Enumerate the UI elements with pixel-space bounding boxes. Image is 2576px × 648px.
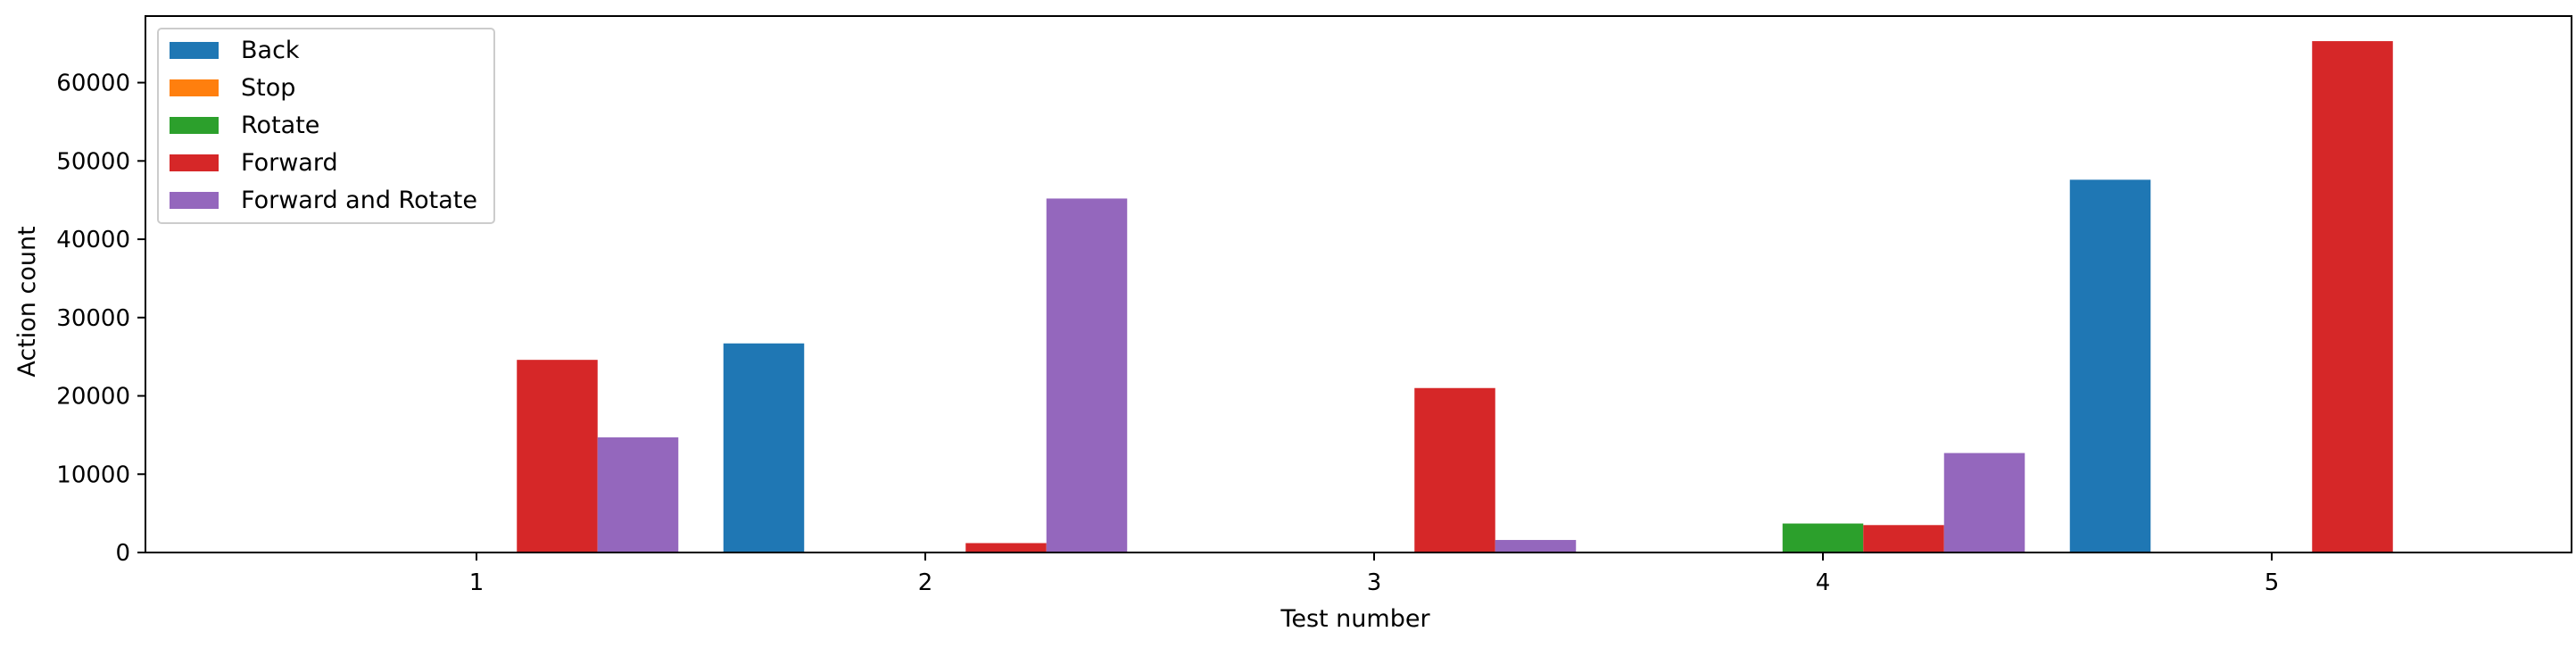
x-tick-label: 4 <box>1816 569 1831 596</box>
bar-forward-test-2 <box>965 543 1047 552</box>
bar-forward-and-rotate-test-4 <box>1943 453 2025 552</box>
axes-layer: 0 10000 20000 30000 40000 50000 60000 1 2 3 4 5 <box>56 15 2572 596</box>
x-tick-label: 5 <box>2265 569 2280 596</box>
legend-swatch <box>170 117 219 134</box>
x-tick-label: 3 <box>1367 569 1382 596</box>
x-axis-label: Test number <box>1280 605 1430 633</box>
x-tick-label: 1 <box>469 569 485 596</box>
bars-layer <box>517 41 2393 552</box>
bar-forward-and-rotate-test-2 <box>1046 198 1128 552</box>
legend-label: Forward <box>241 149 338 177</box>
legend-swatch <box>170 154 219 171</box>
bar-forward-test-3 <box>1414 387 1495 552</box>
bar-forward-and-rotate-test-3 <box>1495 539 1577 552</box>
legend-box <box>157 28 495 224</box>
y-axis-label: Action count <box>13 226 41 377</box>
y-tick-label: 60000 <box>56 71 130 97</box>
legend-label: Rotate <box>241 112 319 139</box>
legend-swatch <box>170 42 219 59</box>
legend-swatch <box>170 79 219 96</box>
plot-frame <box>145 15 2572 553</box>
y-tick-label: 50000 <box>56 148 130 175</box>
y-tick-label: 30000 <box>56 305 130 332</box>
bar-back-test-2 <box>723 343 805 552</box>
legend: Back Stop Rotate Forward Forward and Rotate <box>157 28 495 224</box>
y-tick-label: 10000 <box>56 461 130 488</box>
bar-forward-and-rotate-test-1 <box>597 437 679 552</box>
y-tick-label: 20000 <box>56 384 130 411</box>
y-tick-label: 0 <box>115 540 130 567</box>
bar-rotate-test-4 <box>1782 523 1864 552</box>
legend-swatch <box>170 192 219 209</box>
x-tick-label: 2 <box>918 569 933 596</box>
bar-back-test-5 <box>2069 179 2151 552</box>
y-tick-label: 40000 <box>56 227 130 253</box>
legend-label: Back <box>241 37 300 64</box>
legend-label: Forward and Rotate <box>241 187 477 214</box>
bar-forward-test-4 <box>1863 525 1944 552</box>
bar-forward-test-1 <box>517 360 598 552</box>
bar-forward-test-5 <box>2312 41 2393 552</box>
legend-label: Stop <box>241 74 295 102</box>
